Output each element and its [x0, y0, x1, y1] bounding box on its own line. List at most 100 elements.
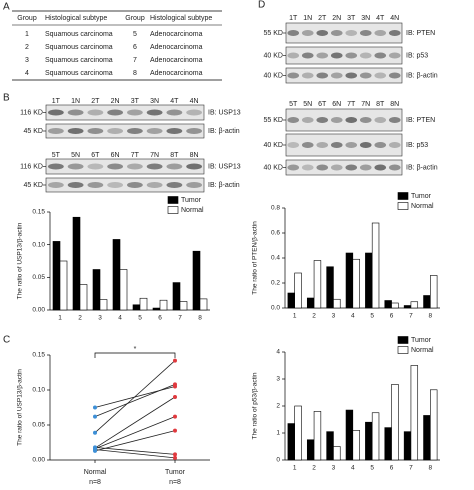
blot-band	[388, 117, 401, 123]
bar	[172, 282, 181, 311]
blot-marker: 116 KD	[20, 109, 43, 116]
bar	[391, 302, 399, 309]
blot-band	[359, 142, 372, 148]
table-header: Histological subtype	[150, 15, 212, 22]
y-tick-label: 0.10	[32, 241, 45, 248]
table-cell: Squamous carcinoma	[45, 57, 113, 64]
lane-label: 3T	[131, 98, 140, 105]
data-point	[173, 428, 177, 433]
blot-band	[146, 109, 163, 116]
bar	[52, 241, 61, 311]
blot-band	[47, 109, 64, 116]
legend-swatch	[397, 192, 409, 200]
bar	[199, 298, 208, 311]
group-size: n=8	[169, 479, 181, 486]
pair-line	[94, 430, 176, 452]
blot-band	[388, 52, 401, 59]
blot-marker: 55 KD	[264, 117, 283, 124]
bar	[72, 216, 81, 311]
blot-band	[126, 163, 143, 170]
y-tick-label: 4	[276, 349, 280, 356]
blot-band	[359, 117, 372, 123]
significance-bracket	[94, 352, 176, 358]
lane-label: 3N	[361, 15, 370, 22]
y-tick-label: 0.15	[32, 352, 45, 359]
lane-label: 7N	[150, 152, 159, 159]
blot-band	[126, 182, 143, 188]
y-tick-label: 0.00	[32, 307, 45, 314]
legend-label: Normal	[411, 203, 434, 210]
blot-band	[47, 128, 64, 134]
lane-label: 8N	[390, 101, 399, 108]
table-cell: Squamous carcinoma	[45, 44, 113, 51]
blot-band	[87, 163, 104, 170]
bar	[79, 284, 88, 311]
bar	[403, 431, 412, 461]
legend-label: Normal	[181, 207, 204, 214]
bar	[306, 439, 315, 461]
blot-band	[301, 52, 314, 59]
blot-band	[388, 164, 401, 171]
bar	[192, 250, 201, 311]
blot-band	[67, 163, 84, 170]
blot-band	[301, 117, 314, 123]
blot-marker: 40 KD	[264, 52, 283, 59]
blot-band	[146, 182, 163, 188]
legend-label: Tumor	[181, 197, 202, 204]
antibody-label: IB: β-actin	[208, 182, 240, 189]
x-tick-label: 8	[429, 313, 433, 320]
lane-label: 1N	[303, 15, 312, 22]
blot-band	[287, 52, 300, 59]
bar	[403, 305, 412, 309]
bar	[423, 295, 431, 309]
blot-band	[359, 30, 372, 36]
data-point	[173, 452, 177, 457]
table-cell: 1	[25, 31, 29, 38]
blot-band	[345, 72, 358, 79]
blot-band	[47, 182, 64, 188]
blot-band	[67, 128, 84, 134]
bar	[410, 301, 419, 309]
lane-label: 4T	[170, 98, 179, 105]
data-point	[93, 446, 97, 451]
bar	[313, 260, 322, 309]
x-tick-label: 6	[158, 315, 162, 322]
blot-band	[359, 164, 372, 171]
blot-band	[359, 72, 372, 79]
antibody-label: IB: PTEN	[406, 117, 435, 124]
y-tick-label: 0.10	[32, 387, 45, 394]
panel-label: B	[3, 93, 10, 104]
blot-band	[345, 164, 358, 171]
legend-label: Tumor	[411, 337, 432, 344]
bar	[423, 415, 431, 461]
blot-band	[374, 30, 387, 36]
x-tick-label: 4	[118, 315, 122, 322]
blot-band	[330, 164, 343, 171]
x-tick-label: 7	[409, 313, 413, 320]
blot-band	[345, 52, 358, 59]
x-tick-label: 8	[429, 465, 433, 472]
y-tick-label: 0.4	[271, 255, 280, 262]
y-axis-label: The ratio of USP13/β-actin	[17, 222, 24, 299]
blot-band	[87, 128, 104, 134]
blot-marker: 116 KD	[20, 163, 43, 170]
y-tick-label: 0	[276, 457, 280, 464]
blot-band	[345, 30, 358, 36]
bar	[306, 297, 315, 309]
x-tick-label: 4	[351, 465, 355, 472]
antibody-label: IB: p53	[406, 52, 428, 59]
table-header: Group	[125, 15, 145, 22]
blot-band	[374, 52, 387, 59]
x-tick-label: 7	[409, 465, 413, 472]
table-cell: Adenocarcinoma	[150, 70, 203, 77]
table-cell: 5	[133, 31, 137, 38]
blot-band	[301, 72, 314, 79]
bar	[287, 292, 295, 309]
lane-label: 1T	[289, 15, 298, 22]
lane-label: 2T	[91, 98, 100, 105]
blot-marker: 40 KD	[264, 164, 283, 171]
bar	[152, 307, 161, 311]
lane-label: 5T	[52, 152, 61, 159]
blot-band	[316, 142, 329, 148]
bar	[132, 304, 141, 311]
